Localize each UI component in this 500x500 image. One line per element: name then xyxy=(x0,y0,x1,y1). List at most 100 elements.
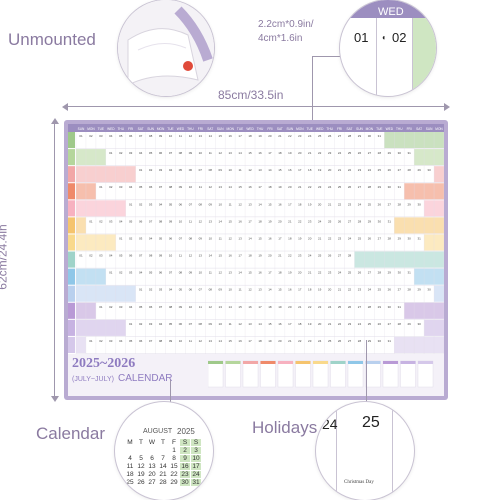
grid-day-number: 10 xyxy=(219,322,223,326)
grid-day-number: 24 xyxy=(338,151,342,155)
grid-day-number: 30 xyxy=(417,322,421,326)
grid-header-day: MON xyxy=(296,127,304,131)
grid-day-number: 18 xyxy=(278,271,282,275)
grid-day-number: 30 xyxy=(427,288,431,292)
grid-day-number: 24 xyxy=(368,288,372,292)
grid-header-day: THU xyxy=(117,127,124,131)
grid-day-number: 22 xyxy=(298,339,302,343)
month-tab xyxy=(68,217,75,234)
grid-day-number: 19 xyxy=(278,185,282,189)
cell-size-leader-line xyxy=(312,56,313,131)
grid-day-number: 28 xyxy=(358,219,362,223)
zoom-calendar-day: 28 xyxy=(159,479,167,486)
grid-day-number: 19 xyxy=(298,236,302,240)
grid-header-day: FRI xyxy=(337,127,342,131)
month-trail-block xyxy=(434,166,444,183)
grid-day-number: 04 xyxy=(169,168,173,172)
grid-day-number: 12 xyxy=(209,185,213,189)
grid-day-number: 17 xyxy=(238,254,242,258)
grid-day-number: 17 xyxy=(258,185,262,189)
holidays-label: Holidays xyxy=(252,418,318,437)
grid-day-number: 20 xyxy=(268,254,272,258)
poster-subtitle-word: CALENDAR xyxy=(118,373,173,384)
mini-calendar-band xyxy=(365,361,381,364)
grid-day-number: 22 xyxy=(348,288,352,292)
grid-day-number: 09 xyxy=(169,339,173,343)
grid-header-day: TUE xyxy=(237,127,243,131)
grid-header-day: THU xyxy=(257,127,264,131)
grid-day-number: 25 xyxy=(328,339,332,343)
grid-day-number: 26 xyxy=(388,288,392,292)
grid-day-number: 29 xyxy=(368,339,372,343)
grid-day-number: 13 xyxy=(199,134,203,138)
grid-day-number: 13 xyxy=(228,151,232,155)
grid-day-number: 10 xyxy=(169,134,173,138)
grid-day-number: 15 xyxy=(248,151,252,155)
grid-day-number: 05 xyxy=(139,185,143,189)
grid-day-number: 28 xyxy=(368,305,372,309)
grid-day-number: 16 xyxy=(238,339,242,343)
mini-calendar xyxy=(382,360,399,388)
grid-day-number: 28 xyxy=(408,168,412,172)
zoom-calendar-weekday: S xyxy=(180,439,190,446)
grid-day-number: 03 xyxy=(99,134,103,138)
width-arrow-left-icon xyxy=(62,103,68,111)
grid-day-number: 08 xyxy=(149,254,153,258)
grid-day-number: 16 xyxy=(228,254,232,258)
grid-day-number: 19 xyxy=(258,254,262,258)
grid-day-number: 20 xyxy=(278,339,282,343)
grid-day-number: 06 xyxy=(149,185,153,189)
grid-day-number: 27 xyxy=(378,236,382,240)
grid-day-number: 01 xyxy=(109,271,113,275)
grid-day-number: 21 xyxy=(338,168,342,172)
grid-day-number: 05 xyxy=(149,151,153,155)
grid-day-number: 10 xyxy=(219,202,223,206)
grid-day-number: 04 xyxy=(159,202,163,206)
grid-day-number: 22 xyxy=(338,322,342,326)
poster-footer: 2025~2026 (JULY~JULY) CALENDAR xyxy=(68,354,444,396)
zoom-calendar-day: 14 xyxy=(159,463,167,470)
grid-day-number: 08 xyxy=(179,151,183,155)
grid-day-number: 15 xyxy=(268,322,272,326)
grid-day-number: 10 xyxy=(179,219,183,223)
zoom-calendar-weekday: W xyxy=(148,439,156,446)
grid-day-number: 09 xyxy=(169,219,173,223)
grid-header-day: SUN xyxy=(426,127,433,131)
grid-day-number: 16 xyxy=(288,168,292,172)
grid-day-number: 19 xyxy=(268,219,272,223)
grid-day-number: 11 xyxy=(209,271,212,275)
grid-header-day: WED xyxy=(246,127,254,131)
grid-day-number: 21 xyxy=(328,202,332,206)
grid-day-number: 04 xyxy=(129,305,133,309)
grid-day-number: 01 xyxy=(129,202,133,206)
grid-day-number: 27 xyxy=(368,271,372,275)
grid-day-number: 09 xyxy=(209,202,213,206)
month-tab xyxy=(68,166,75,183)
grid-day-number: 30 xyxy=(398,151,402,155)
grid-header-day: FRI xyxy=(128,127,133,131)
grid-day-number: 05 xyxy=(139,305,143,309)
grid-header-day: SUN xyxy=(78,127,85,131)
grid-day-number: 12 xyxy=(248,288,252,292)
grid-day-number: 26 xyxy=(348,185,352,189)
grid-day-number: 30 xyxy=(388,185,392,189)
grid-day-number: 14 xyxy=(258,322,262,326)
grid-day-number: 25 xyxy=(318,134,322,138)
grid-day-number: 07 xyxy=(159,305,163,309)
grid-day-number: 09 xyxy=(189,151,193,155)
grid-day-number: 16 xyxy=(258,271,262,275)
grid-day-number: 09 xyxy=(179,185,183,189)
month-trail-block xyxy=(414,268,444,285)
grid-day-number: 03 xyxy=(159,168,163,172)
grid-day-number: 12 xyxy=(219,271,223,275)
grid-day-number: 31 xyxy=(378,134,382,138)
grid-day-number: 18 xyxy=(258,339,262,343)
grid-day-number: 14 xyxy=(258,202,262,206)
grid-day-number: 29 xyxy=(358,134,362,138)
grid-day-number: 15 xyxy=(258,236,262,240)
grid-day-number: 30 xyxy=(378,339,382,343)
grid-day-number: 09 xyxy=(159,134,163,138)
zoom-calendar-day: 23 xyxy=(180,471,190,478)
grid-day-number: 22 xyxy=(288,134,292,138)
grid-header-day: WED xyxy=(107,127,115,131)
